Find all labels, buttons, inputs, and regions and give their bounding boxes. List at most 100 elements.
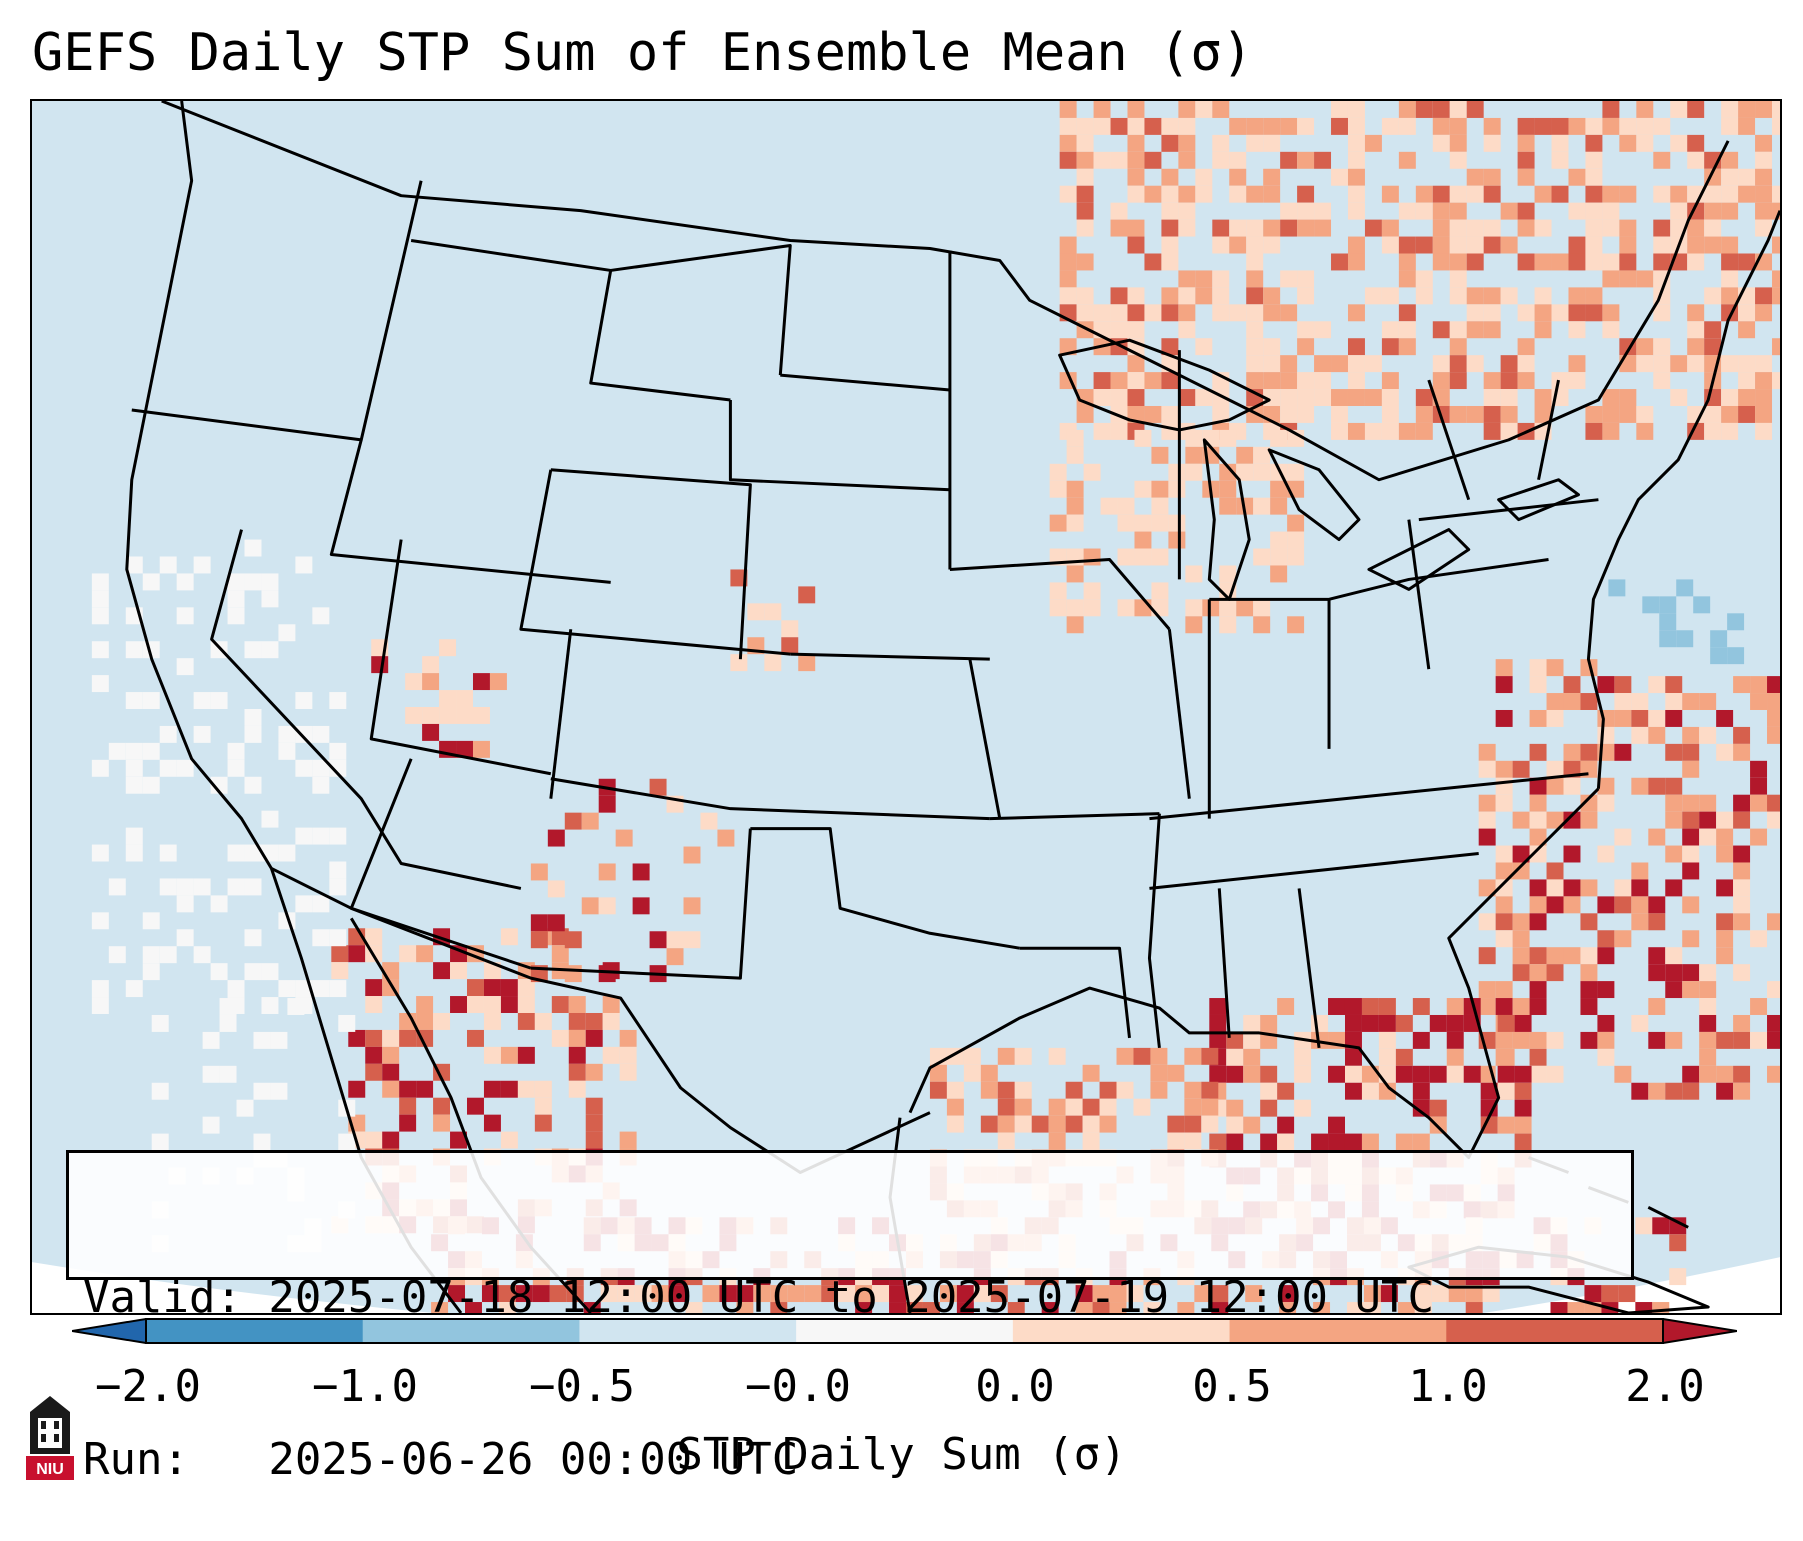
- anomaly-cell: [1127, 304, 1145, 322]
- anomaly-cell: [1093, 151, 1111, 169]
- anomaly-cell: [1110, 372, 1128, 390]
- anomaly-cell: [244, 573, 262, 591]
- anomaly-cell: [1116, 1081, 1134, 1099]
- anomaly-cell: [1161, 253, 1179, 271]
- anomaly-cell: [1041, 1302, 1059, 1313]
- anomaly-cell: [532, 1285, 550, 1303]
- anomaly-cell: [295, 827, 313, 845]
- anomaly-cell: [1602, 422, 1620, 440]
- anomaly-cell: [1738, 355, 1756, 373]
- anomaly-cell: [1194, 1285, 1212, 1303]
- anomaly-cell: [1253, 548, 1271, 566]
- anomaly-cell: [1297, 202, 1315, 220]
- anomaly-cell: [781, 637, 799, 655]
- anomaly-cell: [1483, 134, 1501, 152]
- anomaly-cell: [1059, 236, 1077, 254]
- anomaly-cell: [1648, 777, 1666, 795]
- run-time-text: Run: 2025-06-26 00:00 UTC: [83, 1434, 799, 1485]
- niu-logo: NIU: [26, 1396, 74, 1480]
- anomaly-cell: [1682, 743, 1700, 761]
- anomaly-cell: [1287, 514, 1305, 532]
- anomaly-cell: [1710, 630, 1728, 648]
- anomaly-cell: [619, 1029, 637, 1047]
- anomaly-cell: [159, 844, 177, 862]
- anomaly-cell: [1287, 429, 1305, 447]
- anomaly-cell: [1636, 117, 1654, 135]
- anomaly-cell: [1167, 1064, 1185, 1082]
- anomaly-cell: [1767, 1031, 1780, 1049]
- anomaly-cell: [151, 1014, 169, 1032]
- anomaly-cell: [1398, 202, 1416, 220]
- colorbar-bin: [796, 1319, 1014, 1343]
- anomaly-cell: [1767, 1014, 1780, 1032]
- anomaly-cell: [929, 1081, 947, 1099]
- anomaly-cell: [1495, 1031, 1513, 1049]
- anomaly-cell: [1144, 185, 1162, 203]
- anomaly-cell: [1648, 1082, 1666, 1100]
- anomaly-cell: [1270, 548, 1288, 566]
- anomaly-cell: [585, 1012, 603, 1030]
- anomaly-cell: [261, 590, 279, 608]
- anomaly-cell: [1294, 1048, 1312, 1066]
- anomaly-cell: [1670, 202, 1688, 220]
- anomaly-cell: [1168, 463, 1186, 481]
- anomaly-cell: [1580, 693, 1598, 710]
- anomaly-cell: [1767, 693, 1780, 710]
- anomaly-cell: [1733, 913, 1751, 931]
- anomaly-cell: [1246, 355, 1264, 373]
- anomaly-cell: [1314, 372, 1332, 390]
- anomaly-cell: [1563, 743, 1581, 761]
- anomaly-cell: [1297, 338, 1315, 356]
- anomaly-cell: [1699, 981, 1717, 999]
- anomaly-cell: [1483, 389, 1501, 406]
- anomaly-cell: [261, 573, 279, 591]
- anomaly-cell: [1482, 1285, 1500, 1303]
- anomaly-cell: [1185, 429, 1203, 447]
- anomaly-cell: [1585, 405, 1603, 423]
- anomaly-cell: [1466, 304, 1484, 322]
- anomaly-cell: [619, 1131, 637, 1149]
- anomaly-cell: [1161, 168, 1179, 186]
- anomaly-cell: [329, 878, 347, 896]
- anomaly-cell: [1076, 304, 1094, 322]
- anomaly-cell: [1226, 1048, 1244, 1066]
- anomaly-cell: [1721, 117, 1739, 135]
- anomaly-cell: [1682, 964, 1700, 982]
- anomaly-cell: [549, 1285, 567, 1303]
- anomaly-cell: [1287, 531, 1305, 549]
- anomaly-cell: [1585, 117, 1603, 135]
- anomaly-cell: [1014, 1115, 1032, 1133]
- anomaly-cell: [1059, 117, 1077, 135]
- anomaly-cell: [1466, 168, 1484, 186]
- anomaly-cell: [585, 1097, 603, 1115]
- anomaly-cell: [176, 878, 194, 896]
- anomaly-cell: [91, 997, 109, 1014]
- anomaly-cell: [1568, 287, 1586, 305]
- anomaly-cell: [1117, 599, 1135, 617]
- anomaly-cell: [1151, 446, 1169, 464]
- anomaly-cell: [1534, 405, 1552, 423]
- anomaly-cell: [450, 996, 468, 1013]
- anomaly-cell: [1361, 1133, 1379, 1151]
- anomaly-cell: [329, 929, 347, 947]
- anomaly-cell: [1750, 693, 1768, 710]
- anomaly-cell: [1534, 253, 1552, 271]
- anomaly-cell: [1185, 616, 1203, 634]
- anomaly-cell: [1619, 389, 1637, 406]
- anomaly-cell: [1395, 1065, 1413, 1083]
- anomaly-cell: [1514, 1014, 1532, 1032]
- anomaly-cell: [1185, 599, 1203, 617]
- anomaly-cell: [1500, 202, 1518, 220]
- anomaly-cell: [1597, 1031, 1615, 1049]
- anomaly-cell: [1246, 185, 1264, 203]
- anomaly-cell: [1478, 811, 1496, 829]
- anomaly-cell: [1127, 168, 1145, 186]
- anomaly-cell: [1585, 185, 1603, 203]
- anomaly-cell: [1161, 185, 1179, 203]
- anomaly-cell: [1449, 117, 1467, 135]
- anomaly-cell: [1007, 1302, 1025, 1313]
- anomaly-cell: [551, 1029, 569, 1047]
- anomaly-cell: [1529, 709, 1547, 727]
- anomaly-cell: [1195, 185, 1213, 203]
- anomaly-cell: [312, 725, 330, 743]
